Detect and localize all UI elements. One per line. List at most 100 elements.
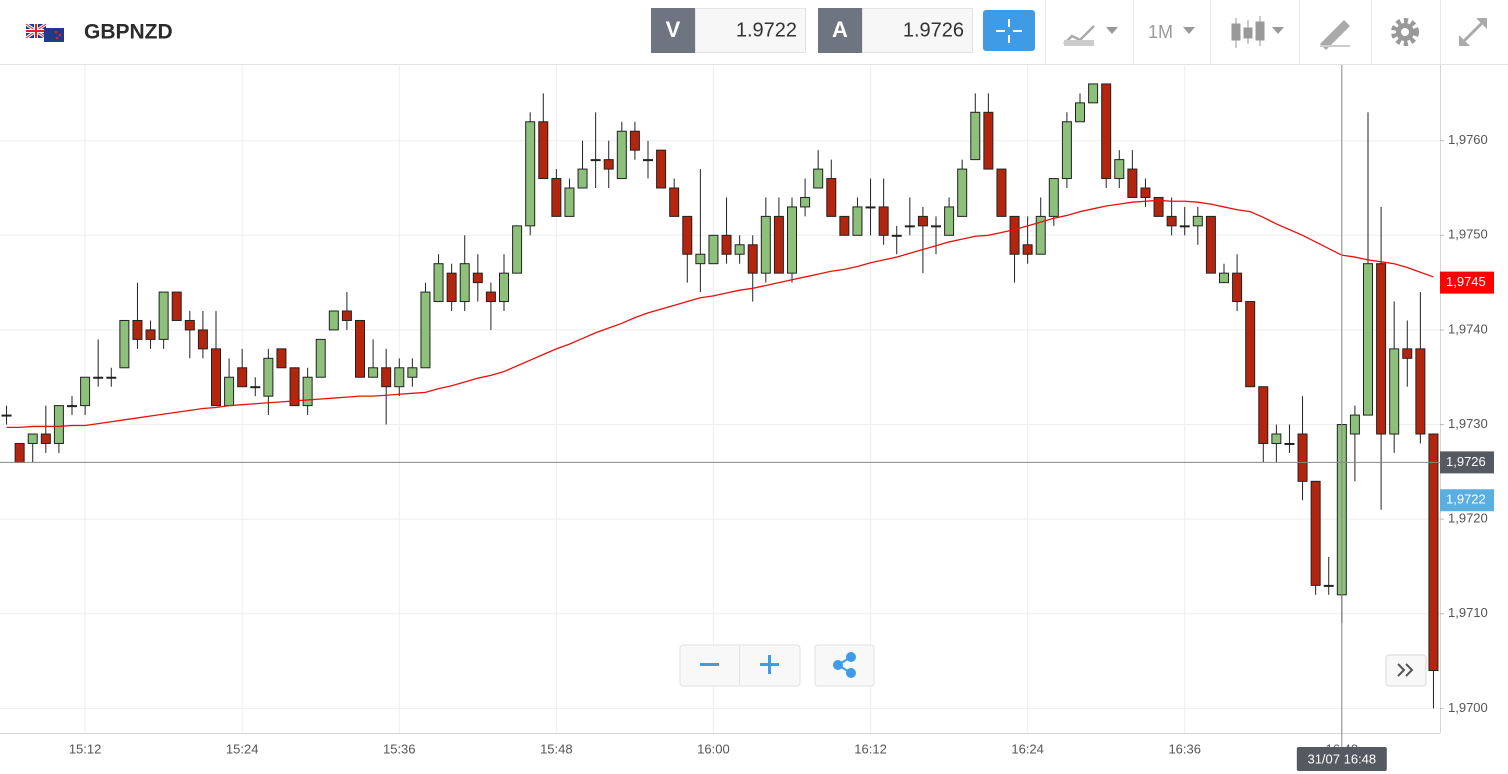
ask-label: A: [832, 17, 848, 42]
candle-body: [904, 225, 915, 228]
zoom-in-button[interactable]: [760, 655, 779, 674]
candle-body: [355, 319, 365, 378]
candle-body: [944, 206, 955, 236]
x-tick-label: 16:24: [1011, 741, 1044, 756]
bid-box[interactable]: [695, 8, 806, 53]
candle-body: [289, 367, 300, 407]
candle-body: [1061, 121, 1072, 180]
ask-tag[interactable]: [818, 8, 862, 53]
candle-body: [315, 338, 326, 378]
y-tick-label: 1,9710: [1448, 605, 1488, 620]
candle-body: [237, 367, 248, 388]
price-marker: [1440, 271, 1494, 294]
candle-body: [145, 329, 156, 340]
candle-body: [1297, 433, 1308, 482]
candle-body: [420, 291, 431, 369]
share-icon: [833, 652, 856, 678]
candle-body: [1389, 348, 1400, 435]
y-tick-label: 1,9760: [1448, 132, 1488, 147]
candle-body: [459, 263, 470, 303]
flag-icon: [25, 22, 64, 42]
crosshair-button[interactable]: [983, 10, 1035, 51]
candle-body: [1, 414, 12, 417]
candle-body: [1402, 348, 1413, 359]
draw-button[interactable]: [1320, 20, 1350, 50]
candle-body: [1153, 196, 1164, 217]
candle-body: [394, 367, 405, 388]
candle-body: [773, 215, 784, 274]
candle-body: [747, 244, 758, 274]
candle-body: [211, 348, 221, 407]
price-marker-label: 1,9722: [1446, 492, 1486, 507]
share-button[interactable]: [814, 644, 875, 687]
settings-button[interactable]: [1391, 18, 1419, 46]
timeframe-button[interactable]: 1M: [1148, 22, 1195, 42]
chart-type-button[interactable]: [1231, 16, 1284, 48]
candle-body: [656, 149, 667, 189]
candle-body: [1009, 215, 1020, 255]
candle-body: [669, 187, 680, 217]
scroll-end-button[interactable]: [1385, 654, 1427, 687]
x-tick-label: 15:12: [69, 741, 102, 756]
x-tick-label: 15:48: [540, 741, 573, 756]
candle-body: [40, 433, 51, 444]
candle-body: [957, 168, 968, 217]
candle-body: [1166, 215, 1177, 227]
x-tick-label: 16:00: [697, 741, 730, 756]
candle-body: [1284, 442, 1295, 445]
candle-body: [1232, 272, 1243, 303]
candle-body: [695, 253, 706, 265]
candle-body: [93, 376, 104, 379]
candle-body: [263, 357, 274, 397]
candle-body: [721, 234, 732, 255]
candle-body: [813, 168, 824, 189]
candle-body: [787, 206, 797, 274]
candle-body: [551, 178, 562, 217]
candle-body: [158, 291, 169, 340]
bid-tag[interactable]: [651, 8, 695, 53]
candle-body: [1323, 584, 1334, 587]
candle-body: [224, 376, 235, 407]
candle-body: [1048, 178, 1059, 217]
candle-body: [1415, 348, 1426, 435]
candle-body: [983, 111, 994, 170]
candle-body: [407, 367, 418, 378]
price-marker: [1440, 451, 1494, 474]
candle-body: [184, 319, 195, 331]
symbol: GBPNZD: [84, 21, 173, 44]
fullscreen-button[interactable]: [1459, 18, 1487, 46]
x-tick-label: 16:36: [1168, 741, 1201, 756]
crosshair-time-box: [1296, 747, 1387, 771]
timeframe: 1M: [1148, 22, 1173, 42]
candle-body: [878, 206, 889, 236]
candle-body: [485, 291, 496, 303]
candle-body: [1179, 225, 1190, 228]
candle-body: [538, 121, 549, 180]
candle-body: [1035, 215, 1046, 255]
crosshair-time-label: 31/07 16:48: [1307, 751, 1376, 766]
bid-label: V: [666, 17, 681, 42]
candle-body: [1219, 272, 1229, 284]
x-tick-label: 16:12: [854, 741, 887, 756]
candle-body: [1192, 215, 1203, 227]
indicator-button[interactable]: [1063, 25, 1118, 46]
candle-body: [865, 206, 876, 209]
candle-body: [734, 244, 745, 255]
candle-body: [368, 367, 379, 378]
ask-box[interactable]: [862, 8, 973, 53]
candle-body: [1310, 480, 1321, 586]
candle-body: [250, 386, 261, 389]
candle-body: [931, 225, 941, 228]
zoom-out-button[interactable]: [700, 663, 719, 666]
candle-body: [643, 159, 653, 162]
candle-body: [1271, 433, 1282, 444]
candle-body: [800, 196, 811, 208]
candle-body: [27, 433, 38, 444]
candle-body: [67, 405, 77, 408]
bid-value: 1.9722: [736, 19, 797, 41]
candle-body: [891, 234, 902, 237]
y-tick-label: 1,9720: [1448, 511, 1488, 526]
moving-average-line: [6, 199, 1434, 429]
candle-body: [1376, 263, 1387, 435]
